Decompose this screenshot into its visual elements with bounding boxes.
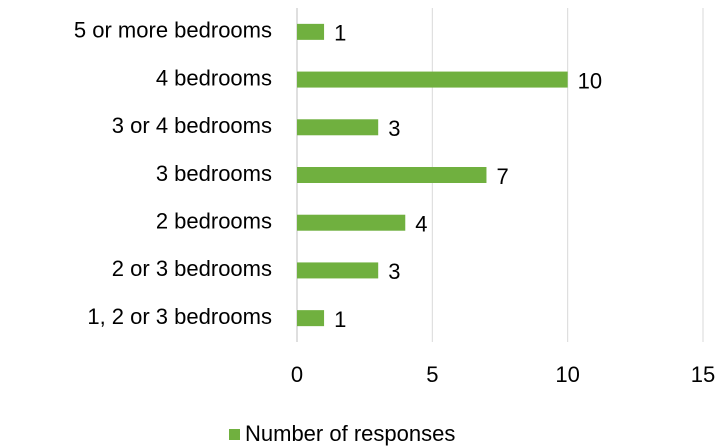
bar (297, 262, 379, 279)
bar (297, 71, 568, 88)
bar (297, 214, 406, 231)
x-tick-label: 15 (691, 362, 715, 387)
data-label: 3 (388, 259, 400, 284)
data-label: 10 (578, 68, 602, 93)
data-label: 1 (334, 21, 346, 46)
y-tick-label: 3 bedrooms (156, 161, 272, 186)
y-tick-label: 4 bedrooms (156, 65, 272, 90)
y-tick-label: 3 or 4 bedrooms (112, 113, 272, 138)
x-tick-label: 5 (426, 362, 438, 387)
legend-label: Number of responses (245, 421, 455, 446)
bar (297, 167, 487, 183)
x-tick-label: 10 (555, 362, 579, 387)
data-label: 7 (496, 164, 508, 189)
data-label: 4 (415, 212, 427, 237)
bar (297, 23, 325, 40)
legend-swatch (229, 429, 240, 440)
data-label: 1 (334, 307, 346, 332)
y-tick-label: 2 bedrooms (156, 209, 272, 234)
y-tick-label: 1, 2 or 3 bedrooms (87, 304, 272, 329)
y-tick-label: 5 or more bedrooms (74, 18, 272, 43)
bar (297, 119, 379, 136)
data-label: 3 (388, 116, 400, 141)
y-tick-label: 2 or 3 bedrooms (112, 256, 272, 281)
x-tick-label: 0 (291, 362, 303, 387)
bar (297, 310, 325, 327)
